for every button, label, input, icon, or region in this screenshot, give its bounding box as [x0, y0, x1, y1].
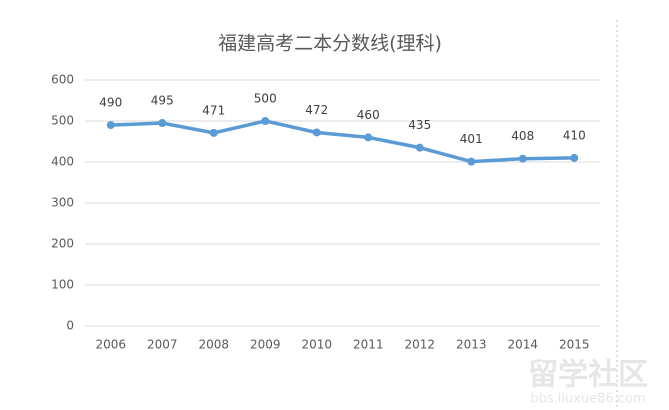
data-label: 490: [99, 96, 122, 110]
y-tick-label: 400: [51, 155, 74, 169]
x-tick-label: 2015: [559, 338, 590, 352]
x-tick-label: 2010: [301, 338, 332, 352]
point: [570, 153, 579, 162]
point: [467, 157, 476, 166]
point: [312, 128, 321, 137]
y-tick-label: 100: [51, 278, 74, 292]
data-label: 401: [460, 132, 483, 146]
x-tick-label: 2008: [198, 338, 229, 352]
y-tick-label: 0: [66, 319, 74, 333]
x-tick-label: 2009: [250, 338, 281, 352]
data-label: 460: [357, 108, 380, 122]
data-label: 471: [202, 103, 225, 117]
x-tick-label: 2014: [507, 338, 538, 352]
point: [158, 119, 167, 128]
data-label: 495: [151, 94, 174, 108]
point: [261, 117, 270, 125]
x-tick-label: 2011: [353, 338, 384, 352]
data-label: 500: [254, 92, 277, 106]
data-label: 435: [408, 118, 431, 132]
watermark-logo: 留学社区: [528, 358, 648, 393]
x-tick-label: 2006: [95, 338, 126, 352]
data-label: 408: [511, 129, 534, 143]
x-tick-label: 2012: [404, 338, 435, 352]
line: [110, 119, 575, 164]
chart-title: 福建高考二本分数线(理科): [218, 33, 442, 55]
point: [209, 128, 218, 137]
data-label: 410: [563, 128, 586, 142]
y-tick-label: 300: [51, 196, 74, 210]
watermark-url: bbs.liuxue86.com: [530, 392, 645, 407]
y-tick-label: 200: [51, 237, 74, 251]
x-tick-label: 2013: [456, 338, 487, 352]
point: [518, 154, 527, 163]
y-tick-label: 600: [51, 73, 74, 87]
point: [364, 133, 373, 142]
x-tick-label: 2007: [147, 338, 178, 352]
point: [106, 121, 115, 130]
point: [415, 143, 424, 152]
y-tick-label: 500: [51, 114, 74, 128]
data-label: 472: [305, 103, 328, 117]
